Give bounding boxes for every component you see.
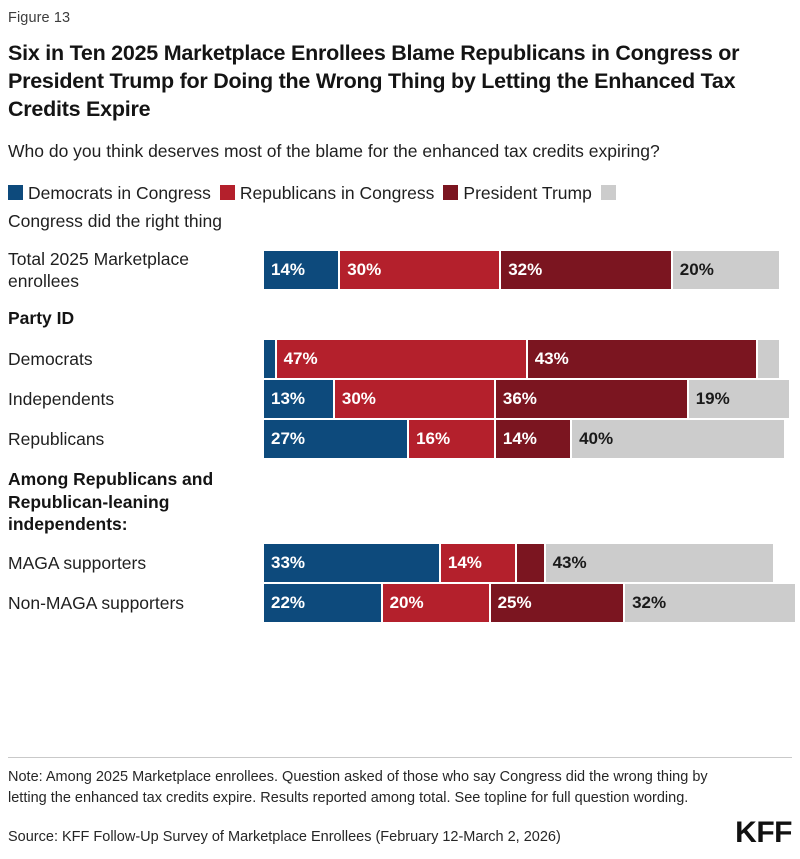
- bar-segment: [517, 544, 544, 583]
- bar-segment: [757, 339, 779, 378]
- chart-legend: Democrats in Congress Republicans in Cong…: [8, 180, 684, 234]
- bar-value-label: 25%: [497, 593, 532, 613]
- bar-segment: 32%: [501, 251, 671, 290]
- bar-segment: 32%: [625, 584, 795, 623]
- bar-value-label: 16%: [416, 428, 451, 448]
- figure-source: Source: KFF Follow-Up Survey of Marketpl…: [8, 829, 561, 845]
- bar-segment: [264, 339, 275, 378]
- figure-note: Note: Among 2025 Marketplace enrollees. …: [8, 769, 708, 806]
- bar-segment: 47%: [276, 339, 526, 378]
- footer-divider: [8, 757, 792, 759]
- legend-item: President Trump: [443, 183, 592, 204]
- legend-label: Republicans in Congress: [239, 183, 435, 204]
- chart-row: Non-MAGA supporters 22% 20% 25% 32%: [8, 584, 795, 623]
- bar-segment: 43%: [545, 544, 774, 583]
- bar-value-label: 32%: [508, 260, 543, 280]
- stacked-bar: 33% 14% 43%: [264, 544, 792, 583]
- bar-value-label: 47%: [283, 348, 318, 368]
- bar-value-label: 14%: [502, 428, 537, 448]
- bar-segment: 19%: [688, 379, 790, 418]
- chart-row: Total 2025 Marketplace enrollees 14% 30% 32…: [8, 248, 792, 294]
- bar-value-label: 13%: [271, 388, 306, 408]
- legend-swatch-icon: [443, 185, 459, 201]
- figure-label: Figure 13: [8, 10, 71, 26]
- figure-footer: Note: Among 2025 Marketplace enrollees. …: [8, 757, 792, 849]
- row-label: Republicans: [8, 428, 105, 449]
- chart-subtitle: Who do you think deserves most of the bl…: [8, 140, 660, 161]
- page-title: Six in Ten 2025 Marketplace Enrollees Bl…: [8, 41, 740, 121]
- stacked-bar: 47% 43%: [264, 339, 792, 378]
- stacked-bar: 27% 16% 14% 40%: [264, 419, 792, 458]
- row-spacer: [8, 622, 792, 624]
- bar-value-label: 30%: [341, 388, 376, 408]
- bar-value-label: 14%: [271, 260, 306, 280]
- bar-value-label: 43%: [552, 553, 587, 573]
- chart-row: Republicans 27% 16% 14% 40%: [8, 419, 792, 458]
- bar-segment: 14%: [495, 419, 571, 458]
- stacked-bar: 14% 30% 32% 20%: [264, 251, 792, 290]
- row-spacer: [8, 299, 792, 307]
- bar-value-label: 20%: [679, 260, 714, 280]
- bar-segment: 20%: [382, 584, 489, 623]
- bar-value-label: 30%: [347, 260, 382, 280]
- bar-segment: 40%: [572, 419, 785, 458]
- bar-value-label: 36%: [502, 388, 537, 408]
- group-header: Among Republicans and Republican-leaning…: [8, 468, 214, 535]
- bar-segment: 20%: [672, 251, 779, 290]
- legend-swatch-icon: [219, 185, 235, 201]
- legend-item: Congress did the right thing: [8, 183, 621, 231]
- chart-plot-area: Total 2025 Marketplace enrollees 14% 30% 32…: [8, 248, 795, 625]
- bar-value-label: 22%: [271, 593, 306, 613]
- row-label: Democrats: [8, 348, 93, 369]
- chart-row: Independents 13% 30% 36% 19%: [8, 379, 792, 418]
- bar-segment: 36%: [495, 379, 687, 418]
- bar-segment: 30%: [340, 251, 500, 290]
- kff-logo: KFF: [735, 815, 792, 849]
- legend-item: Democrats in Congress: [8, 183, 211, 203]
- bar-value-label: 19%: [695, 388, 730, 408]
- row-label: Total 2025 Marketplace enrollees: [8, 248, 189, 292]
- stacked-bar: 13% 30% 36% 19%: [264, 379, 792, 418]
- row-spacer: [8, 460, 792, 468]
- legend-label: President Trump: [463, 183, 592, 204]
- bar-segment: 13%: [264, 379, 333, 418]
- bar-segment: 14%: [264, 251, 339, 290]
- bar-value-label: 33%: [271, 553, 306, 573]
- bar-value-label: 40%: [579, 428, 614, 448]
- group-header: Party ID: [8, 308, 75, 329]
- row-spacer: [8, 536, 792, 544]
- bar-segment: 33%: [264, 544, 439, 583]
- row-spacer: [8, 330, 792, 340]
- bar-segment: 43%: [527, 339, 756, 378]
- bar-value-label: 43%: [534, 348, 569, 368]
- bar-value-label: 32%: [632, 593, 667, 613]
- bar-value-label: 14%: [447, 553, 482, 573]
- bar-segment: 27%: [264, 419, 408, 458]
- bar-value-label: 20%: [389, 593, 424, 613]
- chart-row: MAGA supporters 33% 14% 43%: [8, 544, 792, 583]
- bar-segment: 22%: [264, 584, 381, 623]
- stacked-bar: 22% 20% 25% 32%: [264, 584, 795, 623]
- source-row: Source: KFF Follow-Up Survey of Marketpl…: [8, 815, 792, 849]
- row-label: MAGA supporters: [8, 552, 147, 573]
- chart-row: Democrats 47% 43%: [8, 339, 792, 378]
- row-label: Non-MAGA supporters: [8, 592, 185, 613]
- legend-swatch-icon: [600, 185, 616, 201]
- bar-segment: 30%: [334, 379, 494, 418]
- legend-item: Republicans in Congress: [219, 183, 435, 204]
- legend-swatch-icon: [8, 185, 23, 201]
- row-label: Independents: [8, 388, 115, 409]
- bar-segment: 16%: [409, 419, 494, 458]
- legend-label: Democrats in Congress: [28, 183, 211, 204]
- bar-value-label: 27%: [271, 428, 306, 448]
- legend-label: Congress did the right thing: [8, 210, 223, 231]
- bar-segment: 25%: [490, 584, 624, 623]
- bar-segment: 14%: [440, 544, 516, 583]
